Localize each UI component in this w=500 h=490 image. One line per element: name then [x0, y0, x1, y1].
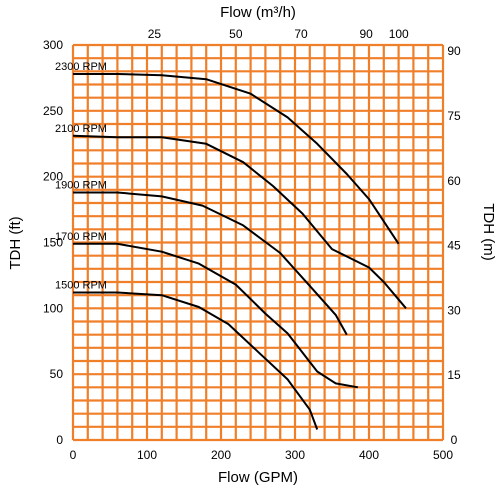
y-tick-label: 50: [50, 367, 64, 381]
y-axis-ticks: 0 50 100 150 200 250 300: [43, 38, 63, 447]
x2-tick-label: 25: [148, 27, 162, 41]
y-tick-label: 250: [43, 104, 63, 118]
series-line: [73, 191, 348, 336]
series-label: 1900 RPM: [55, 179, 107, 191]
series-label: 2300 RPM: [55, 61, 107, 73]
x-tick-label: 500: [433, 448, 453, 462]
y-tick-label: 150: [43, 236, 63, 250]
chart-curve-labels: 2300 RPM 2100 RPM 1900 RPM 1700 RPM 1500 RPM: [55, 61, 107, 292]
y-tick-label: 300: [43, 38, 63, 52]
x2-axis-title: Flow (m³/h): [220, 4, 296, 21]
series-label: 1700 RPM: [55, 231, 107, 243]
y-axis-title: TDH (ft): [7, 216, 24, 269]
y2-tick-label: 0: [451, 433, 458, 447]
x2-tick-label: 70: [294, 27, 308, 41]
y2-tick-label: 15: [447, 368, 461, 382]
x2-axis-ticks: 25 50 70 90 100: [148, 27, 409, 41]
y2-axis-title: TDH (m): [480, 203, 497, 260]
y2-tick-label: 30: [447, 303, 461, 317]
series-label: 2100 RPM: [55, 123, 107, 135]
chart-grid: [71, 43, 445, 442]
series-line: [73, 242, 359, 389]
chart-curves: [72, 73, 407, 430]
series-line: [72, 134, 407, 309]
x2-tick-label: 100: [389, 27, 409, 41]
x-axis-title: Flow (GPM): [218, 469, 298, 486]
y-tick-label: 200: [43, 170, 63, 184]
x2-tick-label: 50: [229, 27, 243, 41]
series-label: 1500 RPM: [55, 280, 107, 292]
y2-tick-label: 45: [447, 239, 461, 253]
y2-tick-label: 90: [447, 44, 461, 58]
y2-tick-label: 60: [447, 174, 461, 188]
x-tick-label: 400: [359, 448, 379, 462]
y2-axis-ticks: 0 15 30 45 60 75 90: [447, 44, 461, 447]
x-tick-label: 0: [70, 448, 77, 462]
x-tick-label: 100: [137, 448, 157, 462]
x-tick-label: 300: [285, 448, 305, 462]
series-line: [73, 73, 400, 245]
y-tick-label: 0: [56, 433, 63, 447]
y2-tick-label: 75: [447, 109, 461, 123]
y-tick-label: 100: [43, 301, 63, 315]
x-axis-ticks: 0 100 200 300 400 500: [70, 448, 454, 462]
series-line: [73, 291, 319, 430]
x-tick-label: 200: [211, 448, 231, 462]
x2-tick-label: 90: [359, 27, 373, 41]
